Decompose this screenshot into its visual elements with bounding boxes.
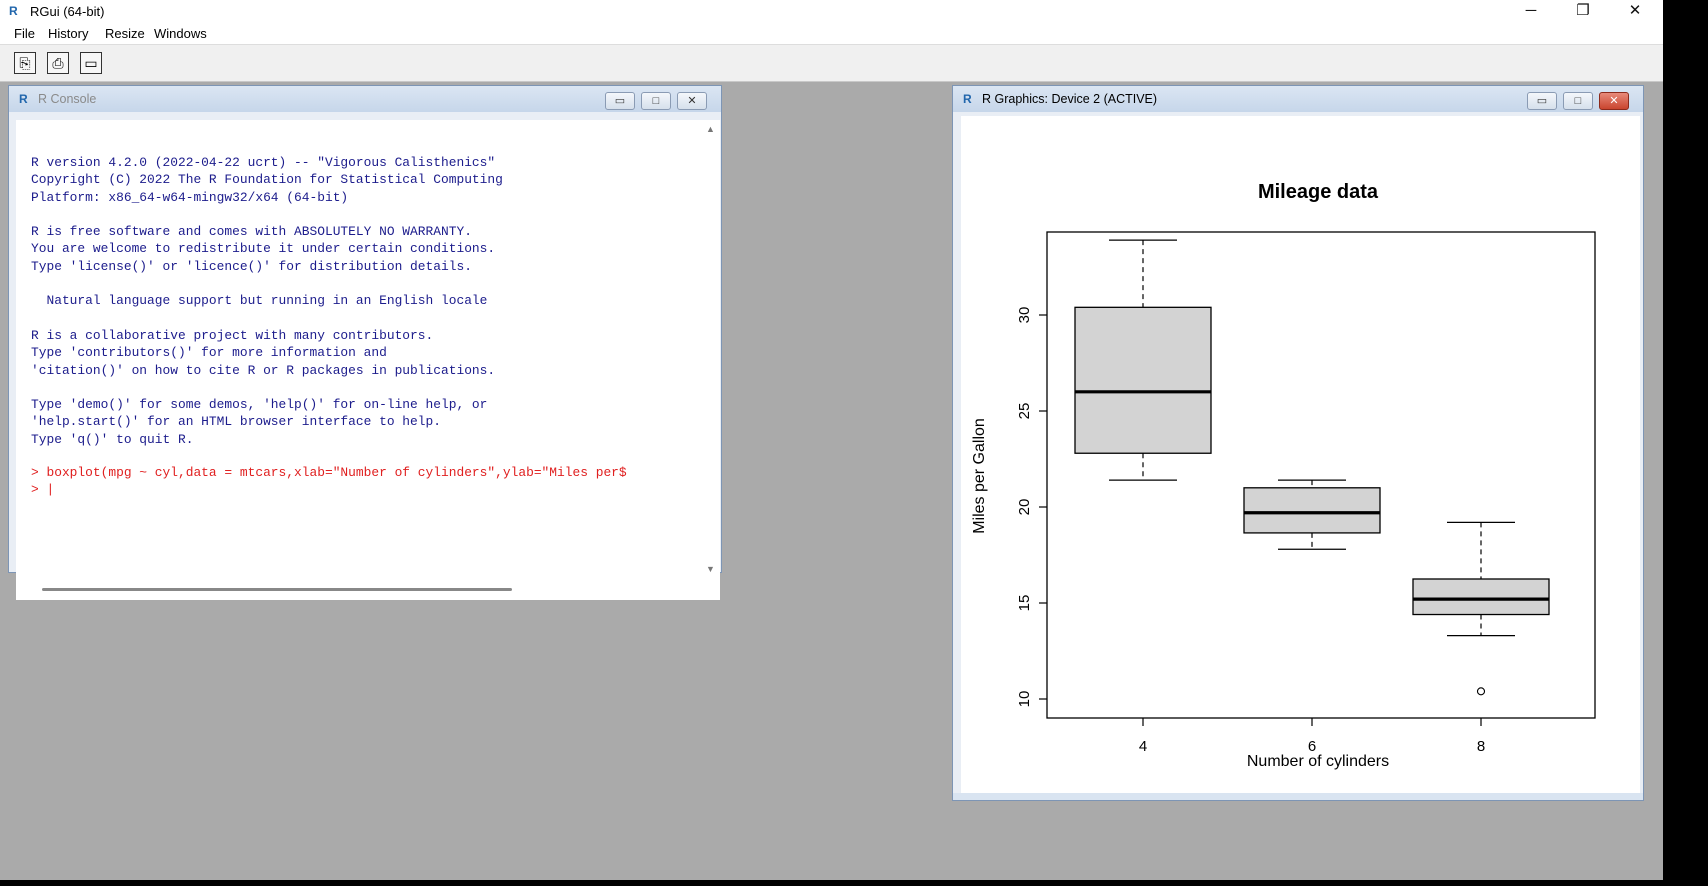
toolbar: ⎘ ⎙ ▭ bbox=[0, 44, 1663, 82]
restore-button[interactable]: ❐ bbox=[1576, 2, 1590, 19]
y-tick-label: 30 bbox=[1016, 307, 1033, 324]
print-button[interactable]: ⎙ bbox=[47, 52, 69, 74]
r-logo-icon: R bbox=[963, 92, 972, 106]
console-horizontal-scrollbar[interactable] bbox=[16, 580, 720, 600]
r-console-caption: R R Console ▭ □ ✕ bbox=[9, 86, 721, 112]
horizontal-scroll-thumb[interactable] bbox=[42, 588, 512, 591]
print-icon: ⎙ bbox=[52, 55, 64, 71]
graphics-minimize-button[interactable]: ▭ bbox=[1527, 92, 1557, 110]
console-window-button[interactable]: ▭ bbox=[80, 52, 102, 74]
graphics-close-button[interactable]: ✕ bbox=[1599, 92, 1629, 110]
boxplot-chart: Mileage data Number of cylinders Miles p… bbox=[971, 181, 1596, 770]
x-tick-label: 8 bbox=[1477, 738, 1485, 755]
chart-title: Mileage data bbox=[1258, 181, 1379, 203]
r-graphics-title: R Graphics: Device 2 (ACTIVE) bbox=[982, 92, 1158, 106]
r-graphics-window[interactable]: R R Graphics: Device 2 (ACTIVE) ▭ □ ✕ Mi… bbox=[952, 85, 1644, 801]
console-command-line: > boxplot(mpg ~ cyl,data = mtcars,xlab="… bbox=[31, 465, 627, 480]
graphics-canvas[interactable]: Mileage data Number of cylinders Miles p… bbox=[961, 116, 1640, 800]
menu-bar: File History Resize Windows bbox=[0, 22, 1663, 44]
r-graphics-caption: R R Graphics: Device 2 (ACTIVE) ▭ □ ✕ bbox=[953, 86, 1643, 112]
minimize-button[interactable]: ─ bbox=[1525, 2, 1537, 19]
menu-history[interactable]: History bbox=[48, 26, 89, 41]
app-title: RGui (64-bit) bbox=[30, 4, 105, 19]
r-console-window[interactable]: R R Console ▭ □ ✕ R version 4.2.0 (2022-… bbox=[8, 85, 722, 600]
y-tick-label: 10 bbox=[1016, 691, 1033, 708]
console-prompt[interactable]: > | bbox=[31, 482, 55, 497]
r-logo-icon: R bbox=[9, 4, 18, 18]
open-script-icon: ⎘ bbox=[19, 55, 31, 71]
y-tick-label: 20 bbox=[1016, 499, 1033, 516]
menu-file[interactable]: File bbox=[14, 26, 35, 41]
x-tick-label: 6 bbox=[1308, 738, 1316, 755]
console-banner-text: R version 4.2.0 (2022-04-22 ucrt) -- "Vi… bbox=[31, 155, 503, 447]
menu-resize[interactable]: Resize bbox=[105, 26, 145, 41]
console-window-icon: ▭ bbox=[84, 55, 98, 71]
plot-frame bbox=[1046, 231, 1596, 719]
console-vertical-scrollbar[interactable]: ▲ ▼ bbox=[700, 120, 720, 580]
graphics-maximize-button[interactable]: □ bbox=[1563, 92, 1593, 110]
outlier-point bbox=[1476, 687, 1486, 696]
x-tick-label: 4 bbox=[1139, 738, 1147, 755]
scroll-up-arrow-icon[interactable]: ▲ bbox=[706, 124, 715, 134]
scroll-down-arrow-icon[interactable]: ▼ bbox=[706, 564, 715, 574]
y-axis-label: Miles per Gallon bbox=[971, 418, 988, 534]
box-iqr bbox=[1074, 306, 1212, 454]
rgui-app: R RGui (64-bit) ─ ❐ ✕ File History Resiz… bbox=[0, 0, 1663, 880]
console-output-area[interactable]: R version 4.2.0 (2022-04-22 ucrt) -- "Vi… bbox=[16, 120, 700, 580]
close-button[interactable]: ✕ bbox=[1628, 2, 1642, 19]
r-console-title: R Console bbox=[38, 92, 97, 106]
box-iqr bbox=[1243, 487, 1381, 534]
console-maximize-button[interactable]: □ bbox=[641, 92, 671, 110]
graphics-window-border bbox=[953, 793, 1643, 800]
x-axis-label: Number of cylinders bbox=[1247, 753, 1389, 770]
y-tick-label: 15 bbox=[1016, 595, 1033, 612]
open-script-button[interactable]: ⎘ bbox=[14, 52, 36, 74]
r-logo-icon: R bbox=[19, 92, 28, 106]
console-minimize-button[interactable]: ▭ bbox=[605, 92, 635, 110]
menu-windows[interactable]: Windows bbox=[154, 26, 207, 41]
console-close-button[interactable]: ✕ bbox=[677, 92, 707, 110]
y-tick-label: 25 bbox=[1016, 403, 1033, 420]
title-bar: R RGui (64-bit) ─ ❐ ✕ bbox=[0, 0, 1663, 22]
box-iqr bbox=[1412, 578, 1550, 616]
